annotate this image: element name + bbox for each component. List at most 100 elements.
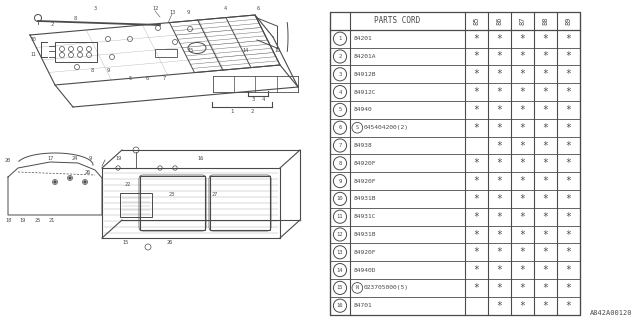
Text: *: * xyxy=(474,52,479,61)
Text: *: * xyxy=(497,247,502,257)
Text: *: * xyxy=(497,212,502,222)
Text: *: * xyxy=(474,265,479,275)
Text: A842A00120: A842A00120 xyxy=(589,310,632,316)
Text: 84920F: 84920F xyxy=(354,179,376,184)
Bar xyxy=(210,176,270,230)
Text: 12: 12 xyxy=(337,232,343,237)
Text: *: * xyxy=(474,105,479,115)
Text: *: * xyxy=(497,194,502,204)
Text: 6: 6 xyxy=(257,5,260,11)
Circle shape xyxy=(54,181,56,183)
Text: 22: 22 xyxy=(125,182,131,188)
Bar xyxy=(55,42,97,62)
Text: *: * xyxy=(566,265,572,275)
Text: *: * xyxy=(497,301,502,311)
Text: *: * xyxy=(520,283,525,293)
Text: 84201: 84201 xyxy=(354,36,372,41)
Text: PARTS CORD: PARTS CORD xyxy=(374,16,420,25)
Text: 26: 26 xyxy=(167,239,173,244)
Text: N: N xyxy=(356,285,359,291)
Text: *: * xyxy=(497,52,502,61)
Text: *: * xyxy=(543,265,548,275)
Text: 9: 9 xyxy=(186,10,189,14)
Text: 1: 1 xyxy=(230,109,234,114)
Text: 023705000(5): 023705000(5) xyxy=(364,285,409,291)
Text: 5: 5 xyxy=(129,76,132,82)
Text: *: * xyxy=(566,176,572,186)
Text: *: * xyxy=(566,212,572,222)
Text: 6: 6 xyxy=(339,125,342,130)
Text: 84940D: 84940D xyxy=(354,268,376,273)
Text: 84701: 84701 xyxy=(354,303,372,308)
Text: 84940: 84940 xyxy=(354,108,372,112)
Text: 15: 15 xyxy=(337,285,343,291)
Text: *: * xyxy=(566,194,572,204)
Text: 84201A: 84201A xyxy=(354,54,376,59)
Text: 10: 10 xyxy=(30,37,36,42)
Text: 84912B: 84912B xyxy=(354,72,376,77)
Text: 85: 85 xyxy=(474,17,479,25)
Bar xyxy=(155,49,177,57)
Text: 2: 2 xyxy=(250,109,253,114)
Text: 9: 9 xyxy=(88,156,92,161)
Text: *: * xyxy=(474,247,479,257)
Text: *: * xyxy=(474,87,479,97)
Text: *: * xyxy=(520,229,525,239)
Text: 4: 4 xyxy=(261,97,264,102)
Text: 2: 2 xyxy=(51,22,54,28)
Text: 84931B: 84931B xyxy=(354,232,376,237)
Text: 23: 23 xyxy=(169,193,175,197)
Text: *: * xyxy=(566,69,572,79)
Text: *: * xyxy=(520,123,525,133)
Text: *: * xyxy=(497,105,502,115)
Text: 10: 10 xyxy=(337,196,343,201)
Text: 14: 14 xyxy=(242,47,248,52)
Text: *: * xyxy=(566,229,572,239)
Text: 13: 13 xyxy=(169,10,175,14)
Text: 045404200(2): 045404200(2) xyxy=(364,125,409,130)
Text: *: * xyxy=(520,176,525,186)
Text: *: * xyxy=(520,105,525,115)
Text: 84931C: 84931C xyxy=(354,214,376,219)
Text: 16: 16 xyxy=(337,303,343,308)
Text: *: * xyxy=(520,69,525,79)
Text: 8: 8 xyxy=(339,161,342,166)
Text: 27: 27 xyxy=(212,193,218,197)
Bar xyxy=(330,12,580,315)
Text: 17: 17 xyxy=(47,156,53,161)
Text: 19: 19 xyxy=(19,218,25,222)
Text: 7: 7 xyxy=(163,76,166,82)
Text: *: * xyxy=(543,87,548,97)
Text: *: * xyxy=(497,283,502,293)
Text: *: * xyxy=(543,105,548,115)
Text: *: * xyxy=(566,123,572,133)
Text: *: * xyxy=(474,69,479,79)
Text: 18: 18 xyxy=(5,218,11,222)
Text: 26: 26 xyxy=(85,170,91,174)
Text: *: * xyxy=(520,301,525,311)
Text: *: * xyxy=(474,229,479,239)
Text: *: * xyxy=(566,247,572,257)
Text: *: * xyxy=(543,140,548,150)
Text: 13: 13 xyxy=(337,250,343,255)
Text: *: * xyxy=(520,52,525,61)
Text: *: * xyxy=(543,176,548,186)
Text: *: * xyxy=(543,229,548,239)
Text: 15: 15 xyxy=(122,239,128,244)
Text: *: * xyxy=(543,52,548,61)
Text: *: * xyxy=(474,283,479,293)
Text: 15: 15 xyxy=(187,49,193,53)
Text: 3: 3 xyxy=(252,97,255,102)
Text: *: * xyxy=(474,158,479,168)
Text: S: S xyxy=(356,125,359,130)
Text: 25: 25 xyxy=(35,218,41,222)
Text: 86: 86 xyxy=(497,17,502,25)
Text: *: * xyxy=(566,301,572,311)
Text: 7: 7 xyxy=(339,143,342,148)
Text: 84912C: 84912C xyxy=(354,90,376,95)
Text: *: * xyxy=(497,123,502,133)
Text: *: * xyxy=(497,265,502,275)
Text: 3: 3 xyxy=(339,72,342,77)
Text: 3: 3 xyxy=(93,5,97,11)
Text: *: * xyxy=(520,194,525,204)
